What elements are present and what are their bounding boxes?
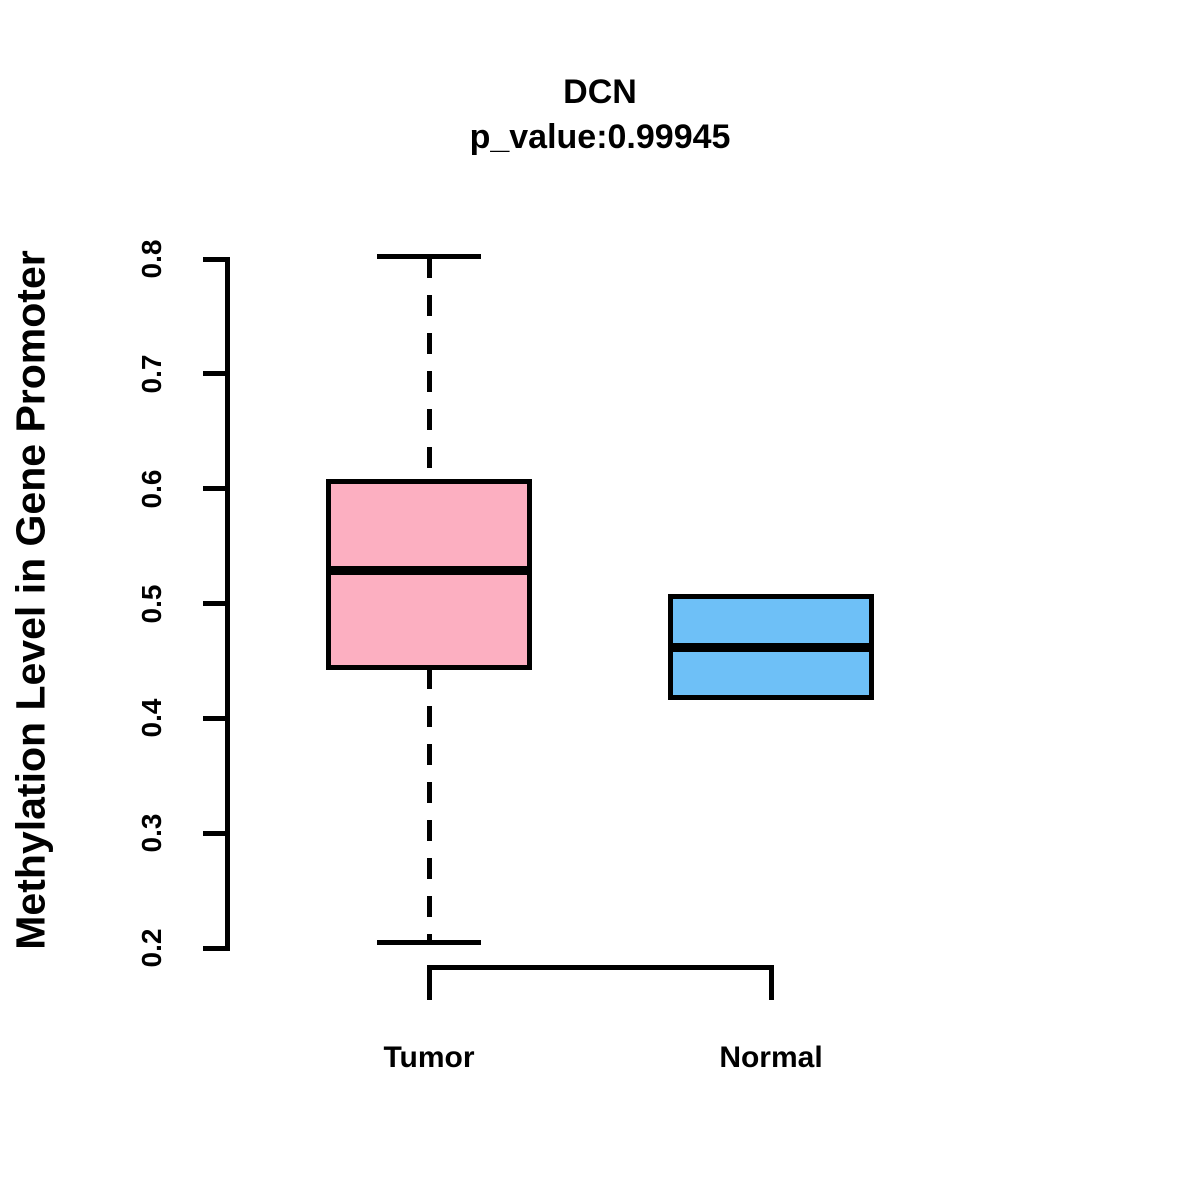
y-tick-label: 0.7 [136,354,167,394]
y-tick-mark [203,256,230,262]
x-tick-mark [426,965,432,1000]
y-tick-label: 0.2 [136,928,167,968]
x-category-label: Normal [719,1041,823,1074]
y-tick-mark [203,715,230,721]
chart-title: DCN [563,73,637,111]
y-tick-label: 0.4 [136,698,167,738]
y-tick-mark [203,601,230,606]
y-tick-mark [203,371,230,377]
x-tick-mark [768,965,774,1000]
y-tick-label: 0.3 [136,813,167,853]
median-line-normal [668,642,874,652]
y-axis-label: Methylation Level in Gene Promoter [7,250,54,950]
lower-whisker-cap [377,939,481,945]
x-axis-line [429,965,771,970]
y-tick-label: 0.5 [136,584,167,623]
upper-whisker-cap [377,254,481,260]
y-tick-label: 0.6 [136,469,167,509]
y-tick-mark [203,945,230,951]
box-tumor [326,479,532,671]
upper-whisker-line [426,256,432,482]
lower-whisker-line [426,667,432,943]
chart-subtitle: p_value:0.99945 [469,118,731,156]
y-tick-label: 0.8 [136,239,167,279]
median-line-tumor [326,565,532,575]
x-category-label: Tumor [383,1041,475,1074]
y-tick-mark [203,830,230,836]
title-block: DCN p_value:0.99945 [0,70,1200,160]
y-tick-mark [203,486,230,492]
